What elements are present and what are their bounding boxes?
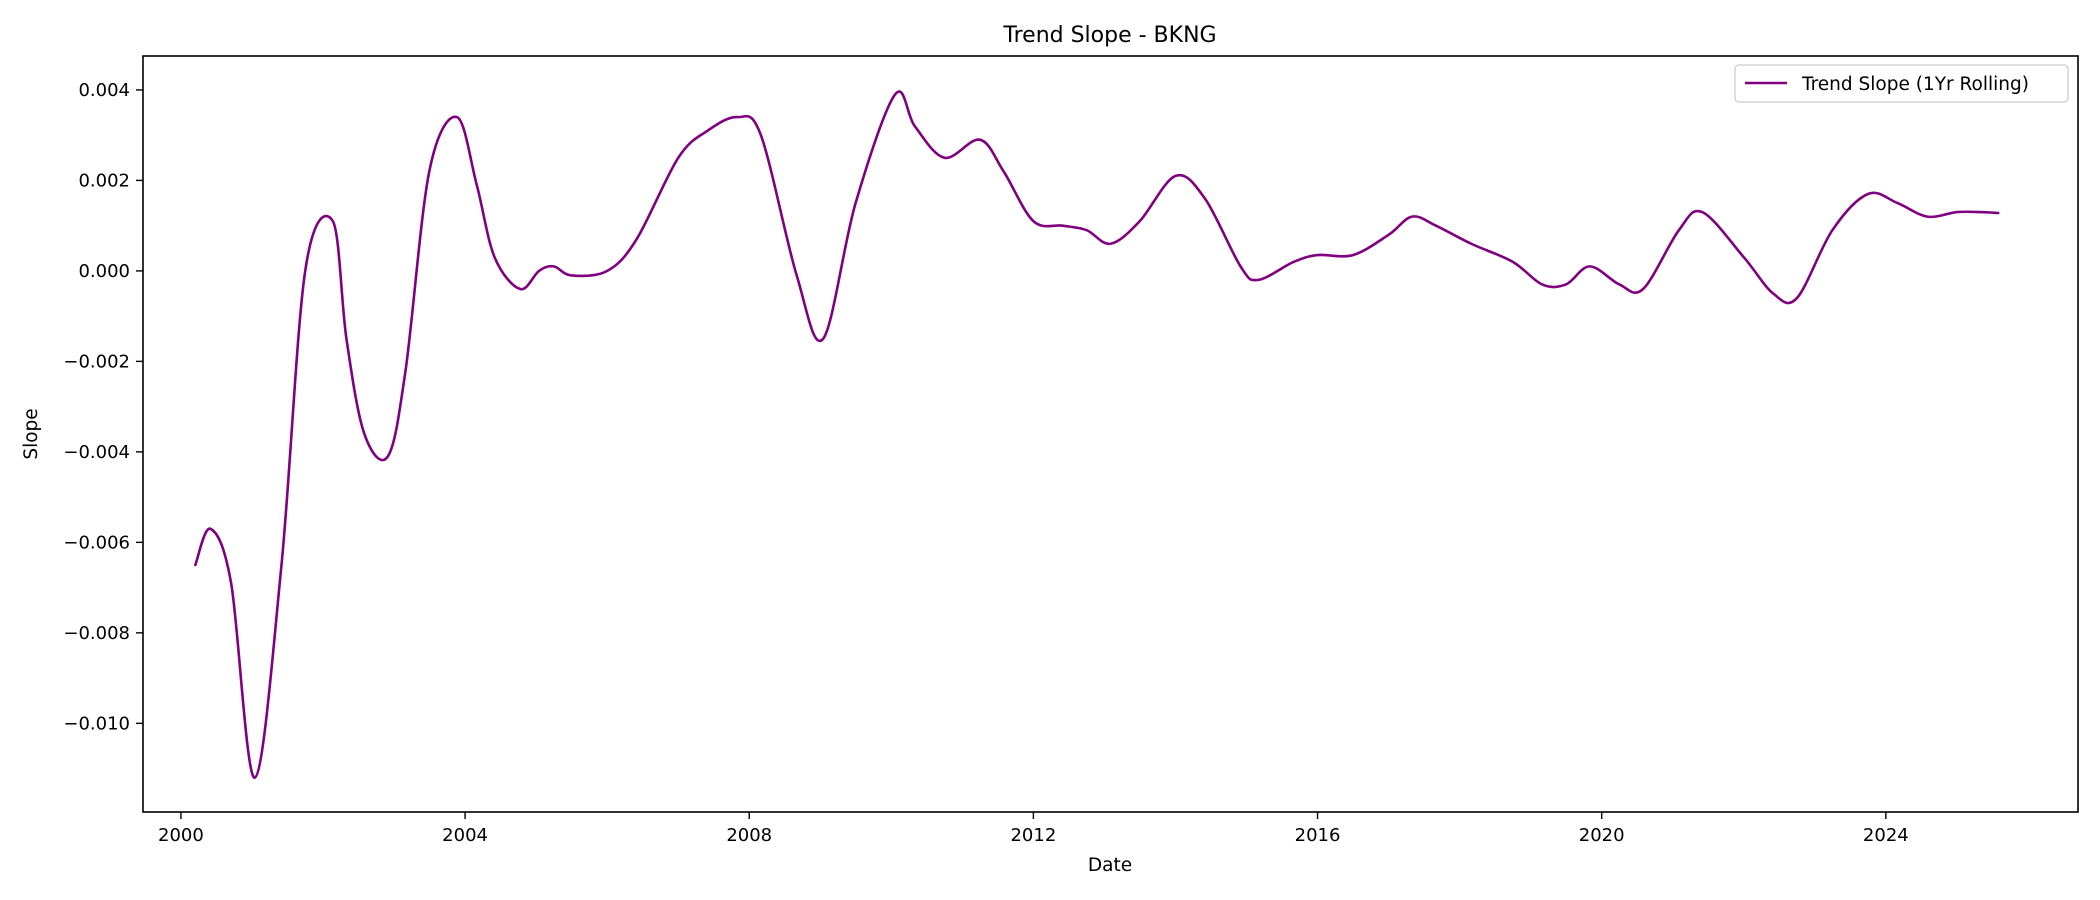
x-axis-ticks: 2000 2004 2008 2012 2016 2020 2024: [158, 812, 1909, 846]
y-tick-label: 0.002: [78, 170, 130, 191]
x-tick-label: 2024: [1863, 825, 1909, 846]
y-tick-label: −0.004: [63, 442, 130, 463]
series-line-layer: [194, 90, 2000, 779]
legend-box: [1734, 64, 2069, 103]
x-tick-label: 2020: [1579, 825, 1625, 846]
series-line-trend-slope: [194, 90, 2000, 779]
y-tick-label: −0.002: [63, 351, 130, 372]
y-tick-label: 0.004: [78, 80, 130, 101]
y-tick-label: −0.008: [63, 623, 130, 644]
plot-frame: [142, 55, 2079, 813]
x-tick-label: 2016: [1295, 825, 1341, 846]
x-axis-label: Date: [1088, 855, 1132, 876]
x-tick-label: 2000: [158, 825, 204, 846]
x-tick-label: 2012: [1010, 825, 1056, 846]
y-axis-ticks: 0.004 0.002 0.000 −0.002 −0.004 −0.006 −0.008 −…: [63, 80, 143, 734]
y-tick-label: −0.010: [63, 713, 130, 734]
y-tick-label: −0.006: [63, 532, 130, 553]
plot-area: [142, 55, 2079, 813]
x-tick-label: 2004: [442, 825, 488, 846]
chart-title: Trend Slope - BKNG: [1002, 23, 1216, 48]
legend-entry-label: Trend Slope (1Yr Rolling): [1801, 74, 2029, 95]
y-tick-label: 0.000: [78, 261, 130, 282]
y-axis-label: Slope: [21, 408, 42, 459]
x-tick-label: 2008: [726, 825, 772, 846]
legend: Trend Slope (1Yr Rolling): [1734, 64, 2069, 103]
